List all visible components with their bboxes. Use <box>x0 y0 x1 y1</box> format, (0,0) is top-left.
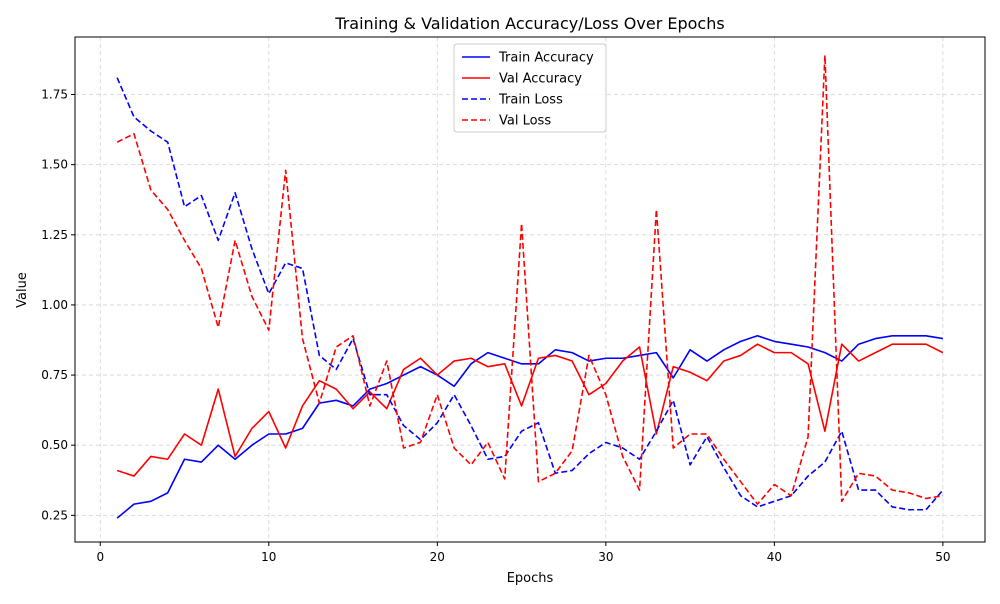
series-line-val-loss <box>116 54 944 505</box>
y-tick-label: 1.25 <box>41 228 68 242</box>
legend-box <box>453 43 607 133</box>
y-tick-label: 0.50 <box>41 438 68 452</box>
x-tick-label: 20 <box>430 550 445 564</box>
x-tick-label: 40 <box>767 550 782 564</box>
legend-label: Val Accuracy <box>499 72 582 87</box>
x-axis-label: Epochs <box>507 571 554 586</box>
y-axis-ticks: 0.25 0.50 0.75 1.00 1.25 1.50 1.75 <box>41 88 75 522</box>
legend-label: Train Loss <box>498 93 563 108</box>
plot-frame <box>74 36 986 543</box>
y-tick-label: 1.00 <box>41 298 68 312</box>
y-tick-label: 0.25 <box>41 508 68 522</box>
legend-label: Train Accuracy <box>498 51 594 66</box>
x-tick-label: 10 <box>261 550 276 564</box>
x-axis-ticks: 0 10 20 30 40 50 <box>96 542 951 564</box>
x-tick-label: 30 <box>598 550 613 564</box>
series-line-val-accuracy <box>116 343 944 477</box>
series-line-train-loss <box>116 77 944 511</box>
y-tick-label: 1.75 <box>41 88 68 102</box>
series-group <box>116 54 944 519</box>
x-tick-label: 0 <box>96 550 104 564</box>
y-axis-label: Value <box>15 272 30 308</box>
legend: Train Accuracy Val Accuracy Train Loss Val … <box>453 43 607 133</box>
chart-title: Training & Validation Accuracy/Loss Over… <box>334 14 724 33</box>
legend-label: Val Loss <box>499 114 551 129</box>
y-tick-label: 1.50 <box>41 158 68 172</box>
y-tick-label: 0.75 <box>41 368 68 382</box>
x-tick-label: 50 <box>935 550 950 564</box>
